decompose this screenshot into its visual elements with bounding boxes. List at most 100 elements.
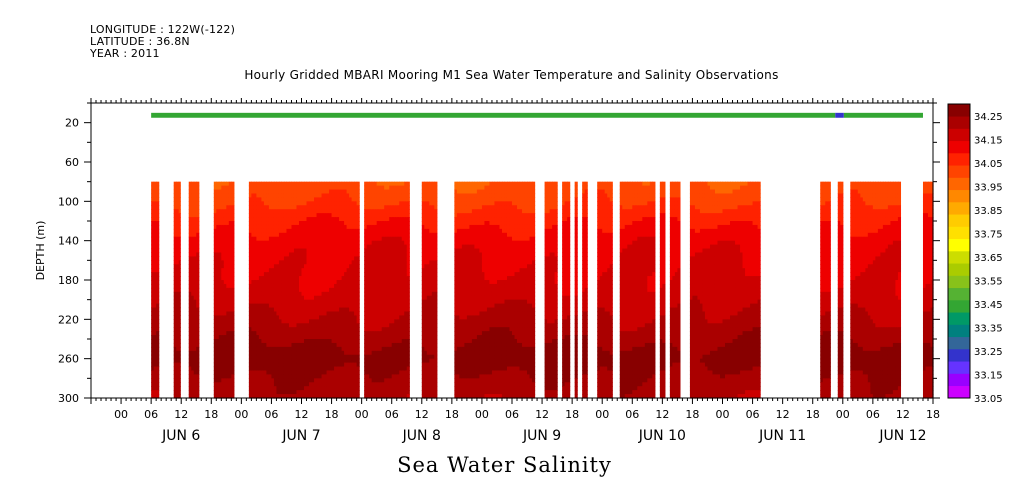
heatmap-cell (381, 280, 385, 285)
heatmap-cell (221, 370, 225, 375)
heatmap-cell (304, 311, 308, 316)
heatmap-cell (304, 346, 308, 352)
heatmap-cell (386, 287, 390, 293)
heatmap-cell (401, 256, 405, 261)
heatmap-cell (253, 240, 257, 246)
heatmap-cell (266, 276, 270, 281)
heatmap-cell (256, 342, 260, 348)
heatmap-cell (216, 390, 220, 395)
heatmap-cell (331, 327, 335, 332)
heatmap-cell (404, 374, 408, 379)
heatmap-cell (374, 276, 378, 281)
heatmap-cell (406, 272, 410, 277)
heatmap-cell (356, 213, 360, 218)
heatmap-cell (316, 181, 320, 187)
heatmap-cell (434, 252, 438, 257)
heatmap-cell (401, 386, 405, 391)
heatmap-cell (329, 272, 333, 277)
heatmap-cell (296, 319, 300, 324)
heatmap-cell (273, 260, 278, 265)
heatmap-cell (331, 244, 335, 250)
heatmap-cell (404, 240, 408, 246)
heatmap-cell (344, 197, 348, 202)
heatmap-cell (344, 390, 348, 395)
heatmap-cell (253, 185, 257, 191)
heatmap-cell (366, 327, 370, 332)
heatmap-cell (316, 354, 320, 360)
heatmap-cell (399, 201, 403, 206)
heatmap-cell (286, 366, 290, 372)
heatmap-cell (421, 280, 425, 285)
heatmap-cell (384, 197, 388, 202)
heatmap-cell (341, 299, 345, 305)
heatmap-cell (334, 299, 338, 305)
heatmap-cell (399, 327, 403, 332)
heatmap-cell (231, 189, 235, 195)
heatmap-cell (258, 370, 263, 375)
heatmap-cell (379, 382, 383, 387)
heatmap-cell (341, 197, 345, 202)
heatmap-cell (306, 362, 310, 368)
heatmap-cell (293, 221, 298, 226)
heatmap-cell (223, 264, 227, 269)
heatmap-cell (424, 315, 428, 320)
heatmap-cell (191, 189, 195, 195)
heatmap-cell (404, 256, 408, 261)
heatmap-cell (316, 268, 320, 273)
heatmap-cell (334, 327, 338, 332)
heatmap-cell (273, 394, 278, 399)
heatmap-cell (371, 315, 375, 320)
heatmap-cell (263, 358, 268, 364)
heatmap-cell (291, 350, 295, 356)
heatmap-cell (404, 342, 408, 348)
heatmap-cell (306, 209, 310, 214)
heatmap-cell (376, 268, 380, 273)
heatmap-cell (173, 346, 177, 352)
heatmap-cell (256, 224, 260, 230)
heatmap-cell (298, 252, 303, 257)
heatmap-cell (406, 236, 410, 242)
heatmap-cell (248, 319, 252, 324)
heatmap-cell (268, 276, 273, 281)
heatmap-cell (324, 342, 328, 348)
heatmap-cell (176, 280, 180, 285)
heatmap-cell (301, 382, 305, 387)
heatmap-cell (296, 283, 300, 289)
heatmap-cell (176, 197, 180, 202)
heatmap-cell (188, 382, 192, 387)
heatmap-cell (223, 209, 227, 214)
heatmap-cell (354, 394, 358, 399)
heatmap-cell (151, 244, 155, 250)
heatmap-cell (364, 331, 368, 336)
heatmap-cell (384, 224, 388, 230)
heatmap-cell (401, 248, 405, 254)
heatmap-cell (394, 327, 398, 332)
heatmap-cell (421, 327, 425, 332)
heatmap-cell (369, 339, 373, 344)
heatmap-cell (326, 307, 330, 313)
heatmap-cell (268, 232, 273, 238)
heatmap-cell (399, 303, 403, 309)
heatmap-cell (371, 205, 375, 210)
heatmap-cell (356, 276, 360, 281)
heatmap-cell (384, 382, 388, 387)
heatmap-cell (306, 221, 310, 226)
heatmap-cell (351, 299, 355, 305)
heatmap-cell (326, 315, 330, 320)
heatmap-cell (263, 311, 268, 316)
heatmap-cell (288, 209, 293, 214)
heatmap-cell (273, 276, 278, 281)
heatmap-cell (329, 327, 333, 332)
heatmap-cell (268, 248, 273, 254)
heatmap-cell (218, 319, 222, 324)
heatmap-cell (221, 374, 225, 379)
heatmap-cell (391, 185, 395, 191)
heatmap-cell (329, 193, 333, 198)
heatmap-cell (404, 299, 408, 305)
heatmap-cell (374, 354, 378, 360)
heatmap-cell (321, 366, 325, 372)
heatmap-cell (213, 240, 217, 246)
heatmap-cell (331, 224, 335, 230)
heatmap-cell (391, 244, 395, 250)
heatmap-cell (401, 287, 405, 293)
